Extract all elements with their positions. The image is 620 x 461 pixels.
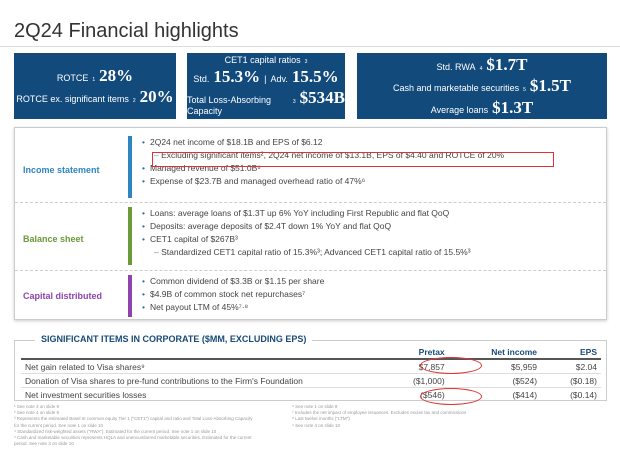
rotce-ex-label: ROTCE ex. significant items: [16, 94, 129, 104]
table-cell: ($414): [512, 389, 538, 400]
capital-card: CET1 capital ratios 3 Std. 15.3% | Adv. 15.5%…: [187, 53, 345, 119]
adv-value: 15.5%: [291, 66, 339, 86]
table-cell: Net investment securities losses: [25, 389, 147, 400]
table-cell: Net gain related to Visa shares⁹: [21, 359, 381, 374]
list-item: Common dividend of $3.3B or $1.15 per sh…: [142, 275, 324, 288]
footnote: ¹ See note 3 on slide 9: [14, 404, 60, 409]
section-label: Balance sheet: [23, 234, 84, 244]
std-value: 15.3%: [213, 66, 261, 86]
table-row: Donation of Visa shares to pre-fund cont…: [21, 373, 601, 388]
rwa-label: Std. RWA: [436, 62, 476, 73]
list-item: Deposits: average deposits of $2.4T down…: [142, 220, 471, 233]
list-item: Standardized CET1 capital ratio of 15.3%…: [142, 246, 470, 259]
footnote: ⁷ Includes the net impact of employee is…: [292, 410, 467, 416]
column-header: Net income: [448, 346, 542, 360]
footnotes-left: ¹ See note 3 on slide 9 ² See note 4 on …: [14, 404, 254, 447]
tlac-value: $534B: [299, 88, 345, 107]
highlights-panel: Income statement 2Q24 net income of $18.…: [14, 127, 607, 320]
adv-label: Adv.: [270, 73, 288, 84]
circle-annotation: [420, 388, 482, 405]
table-cell: ($1,000): [380, 373, 449, 388]
footnote-ref: 2: [132, 98, 136, 104]
cash-label: Cash and marketable securities: [393, 83, 520, 94]
footnote: ² See note 4 on slide 9: [14, 410, 60, 416]
list-item: Excluding significant items², 2Q24 net i…: [142, 149, 504, 162]
table-row: Net investment securities losses ($546) ($…: [21, 388, 601, 402]
rotce-ex-value: 20%: [139, 87, 174, 106]
footnotes-right: ⁶ See note 1 on slide 9 ⁷ Includes the n…: [292, 404, 542, 429]
list-item: Loans: average loans of $1.3T up 6% YoY …: [142, 207, 471, 220]
table-row: Net gain related to Visa shares⁹ $7,857 $5…: [21, 359, 601, 374]
table-cell: ($524): [448, 373, 542, 388]
rotce-value: 28%: [99, 65, 134, 85]
rotce-label: ROTCE: [56, 72, 89, 83]
footnote-ref: 3: [304, 58, 308, 65]
cet1-label: CET1 capital ratios: [224, 54, 301, 65]
footnote-ref: 5: [523, 87, 526, 94]
column-header: EPS: [541, 346, 601, 360]
table-header: Pretax Net income EPS: [21, 346, 601, 360]
footnote-ref: 3: [292, 99, 296, 105]
loans-label: Average loans: [430, 104, 489, 115]
divider: [15, 202, 606, 203]
rwa-value: $1.7T: [486, 55, 528, 75]
significant-items-table: SIGNIFICANT ITEMS IN CORPORATE ($MM, EXC…: [14, 334, 607, 402]
list-item: Net payout LTM of 45%⁷·⁸: [142, 301, 324, 314]
divider: [0, 46, 620, 47]
column-header: [21, 346, 381, 360]
page-title: 2Q24 Financial highlights: [14, 20, 239, 42]
list-item: Managed revenue of $51.0B⁶: [142, 162, 504, 175]
section-bar: [128, 275, 132, 317]
column-header: Pretax: [380, 346, 449, 360]
rotce-card: ROTCE 1 28% ROTCE ex. significant items 2 20…: [14, 53, 176, 119]
section-bar: [128, 207, 132, 265]
section-label: Income statement: [23, 165, 100, 175]
section-label: Capital distributed: [23, 291, 103, 301]
footnote: ⁹ See note 4 on slide 10: [292, 422, 340, 428]
table-cell: Donation of Visa shares to pre-fund cont…: [21, 373, 381, 388]
table-cell: ($0.18): [541, 373, 601, 388]
cash-value: $1.5T: [529, 76, 571, 96]
list-item: $4.9B of common stock net repurchases⁷: [142, 288, 324, 301]
footnote: ⁶ See note 1 on slide 9: [292, 404, 338, 409]
std-label: Std.: [193, 73, 210, 84]
circle-annotation: [420, 357, 482, 374]
tlac-label: Total Loss-Absorbing Capacity: [187, 95, 272, 117]
table-cell: $2.04: [541, 359, 601, 374]
table-title: SIGNIFICANT ITEMS IN CORPORATE ($MM, EXC…: [35, 334, 313, 344]
table-cell: ($0.14): [570, 389, 597, 400]
footnote: ⁵ Cash and marketable securities represe…: [14, 435, 252, 447]
footnote: ⁴ Standardized risk-weighted assets ("RW…: [14, 428, 217, 434]
balance-card: Std. RWA 4 $1.7T Cash and marketable secur…: [357, 53, 607, 119]
highlight-annotation: [152, 152, 554, 167]
footnote-ref: 1: [92, 76, 96, 83]
footnote: ⁸ Last twelve months ("LTM"): [292, 416, 350, 422]
section-bar: [128, 136, 132, 198]
divider: [15, 270, 606, 271]
list-item: 2Q24 net income of $18.1B and EPS of $6.…: [142, 136, 504, 149]
list-item: CET1 capital of $267B³: [142, 233, 471, 246]
separator: |: [264, 73, 267, 84]
loans-value: $1.3T: [492, 97, 534, 117]
footnote: ³ Represents the estimated Basel III com…: [14, 416, 253, 428]
list-item: Expense of $23.7B and managed overhead r…: [142, 175, 504, 188]
footnote-ref: 4: [479, 66, 483, 73]
